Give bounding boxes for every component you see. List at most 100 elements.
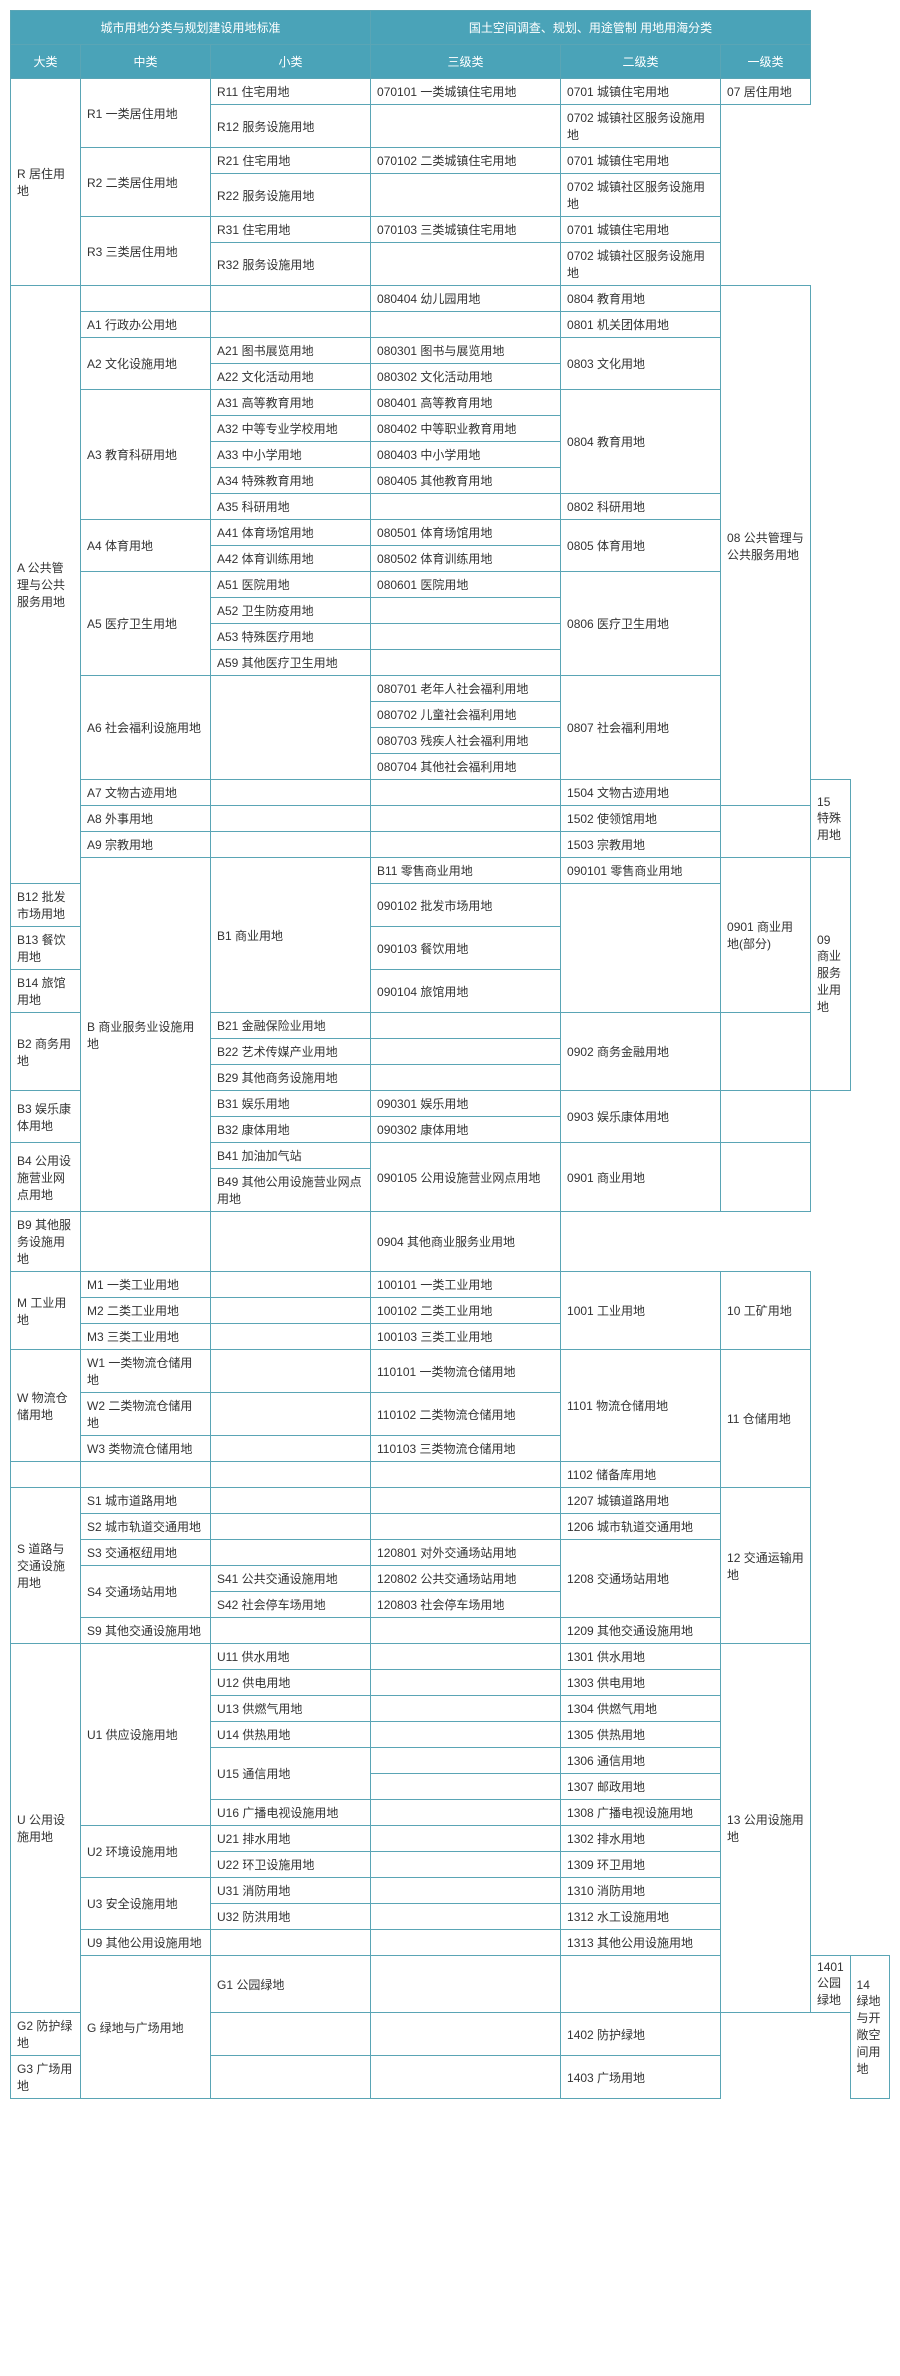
cell: 0806 医疗卫生用地 [561, 572, 721, 676]
cell [371, 1644, 561, 1670]
cell: 070103 三类城镇住宅用地 [371, 217, 561, 243]
cell: 070101 一类城镇住宅用地 [371, 79, 561, 105]
cell: U3 安全设施用地 [81, 1878, 211, 1930]
cell: A33 中小学用地 [211, 442, 371, 468]
cell [371, 780, 561, 806]
cell: R3 三类居住用地 [81, 217, 211, 286]
cell: 0701 城镇住宅用地 [561, 79, 721, 105]
cell: W 物流仓储用地 [11, 1350, 81, 1462]
col-level3: 三级类 [371, 45, 561, 79]
cell [211, 806, 371, 832]
cell: S9 其他交通设施用地 [81, 1618, 211, 1644]
cell: R21 住宅用地 [211, 148, 371, 174]
cell [371, 1930, 561, 1956]
table-row: S 道路与交通设施用地S1 城市道路用地1207 城镇道路用地12 交通运输用地 [11, 1488, 890, 1514]
cell [211, 1212, 371, 1272]
cell: 080404 幼儿园用地 [371, 286, 561, 312]
cell: 080501 体育场馆用地 [371, 520, 561, 546]
cell [211, 1514, 371, 1540]
cell: 0804 教育用地 [561, 390, 721, 494]
cell: 0702 城镇社区服务设施用地 [561, 174, 721, 217]
cell: 1304 供燃气用地 [561, 1696, 721, 1722]
cell: 0901 商业用地(部分) [721, 858, 811, 1013]
table-row: W 物流仓储用地W1 一类物流仓储用地110101 一类物流仓储用地1101 物… [11, 1350, 890, 1393]
cell: U12 供电用地 [211, 1670, 371, 1696]
cell: S3 交通枢纽用地 [81, 1540, 211, 1566]
cell: A32 中等专业学校用地 [211, 416, 371, 442]
cell: B1 商业用地 [211, 858, 371, 1013]
cell: A34 特殊教育用地 [211, 468, 371, 494]
cell: G1 公园绿地 [211, 1956, 371, 2013]
cell: W2 二类物流仓储用地 [81, 1393, 211, 1436]
cell: 090301 娱乐用地 [371, 1091, 561, 1117]
cell [371, 1800, 561, 1826]
cell: A1 行政办公用地 [81, 312, 211, 338]
cell [371, 1878, 561, 1904]
cell: A52 卫生防疫用地 [211, 598, 371, 624]
cell: 1303 供电用地 [561, 1670, 721, 1696]
cell [81, 1212, 211, 1272]
cell [211, 1930, 371, 1956]
cell: U9 其他公用设施用地 [81, 1930, 211, 1956]
cell: A22 文化活动用地 [211, 364, 371, 390]
cell: 14 绿地与开敞空间用地 [850, 1956, 889, 2099]
cell [371, 2013, 561, 2056]
cell: A8 外事用地 [81, 806, 211, 832]
col-level1: 一级类 [721, 45, 811, 79]
cell [371, 1722, 561, 1748]
cell [211, 1393, 371, 1436]
cell: 07 居住用地 [721, 79, 811, 105]
cell: B14 旅馆用地 [11, 970, 81, 1013]
cell: 1101 物流仓储用地 [561, 1350, 721, 1462]
cell: 070102 二类城镇住宅用地 [371, 148, 561, 174]
cell: 110102 二类物流仓储用地 [371, 1393, 561, 1436]
cell: R 居住用地 [11, 79, 81, 286]
cell: A41 体育场馆用地 [211, 520, 371, 546]
table-row: M 工业用地M1 一类工业用地100101 一类工业用地1001 工业用地10 … [11, 1272, 890, 1298]
cell [371, 1013, 561, 1039]
cell: 0801 机关团体用地 [561, 312, 721, 338]
cell: 080405 其他教育用地 [371, 468, 561, 494]
cell [211, 1350, 371, 1393]
cell: U21 排水用地 [211, 1826, 371, 1852]
cell: B22 艺术传媒产业用地 [211, 1039, 371, 1065]
cell: A35 科研用地 [211, 494, 371, 520]
cell [371, 1852, 561, 1878]
cell: S41 公共交通设施用地 [211, 1566, 371, 1592]
cell: 090105 公用设施营业网点用地 [371, 1143, 561, 1212]
cell: 080401 高等教育用地 [371, 390, 561, 416]
cell [211, 2013, 371, 2056]
cell: A6 社会福利设施用地 [81, 676, 211, 780]
cell [371, 1488, 561, 1514]
cell: G3 广场用地 [11, 2056, 81, 2099]
cell: 080701 老年人社会福利用地 [371, 676, 561, 702]
cell: 12 交通运输用地 [721, 1488, 811, 1644]
cell: 13 公用设施用地 [721, 1644, 811, 2013]
cell: 1504 文物古迹用地 [561, 780, 721, 806]
cell: A51 医院用地 [211, 572, 371, 598]
cell [11, 1462, 81, 1488]
cell: U15 通信用地 [211, 1748, 371, 1800]
cell: 110101 一类物流仓储用地 [371, 1350, 561, 1393]
cell: 1313 其他公用设施用地 [561, 1930, 721, 1956]
cell [371, 174, 561, 217]
cell: B41 加油加气站 [211, 1143, 371, 1169]
col-small: 小类 [211, 45, 371, 79]
cell: B49 其他公用设施营业网点用地 [211, 1169, 371, 1212]
cell: R12 服务设施用地 [211, 105, 371, 148]
cell: S4 交通场站用地 [81, 1566, 211, 1618]
cell: 0804 教育用地 [561, 286, 721, 312]
cell: 0901 商业用地 [561, 1143, 721, 1212]
cell [211, 286, 371, 312]
cell: 1207 城镇道路用地 [561, 1488, 721, 1514]
cell [211, 1540, 371, 1566]
cell: B32 康体用地 [211, 1117, 371, 1143]
cell [371, 312, 561, 338]
col-major: 大类 [11, 45, 81, 79]
cell: 100102 二类工业用地 [371, 1298, 561, 1324]
cell: B13 餐饮用地 [11, 927, 81, 970]
cell: 080403 中小学用地 [371, 442, 561, 468]
cell [371, 1065, 561, 1091]
cell: 1401 公园绿地 [811, 1956, 850, 2013]
cell: 120802 公共交通场站用地 [371, 1566, 561, 1592]
